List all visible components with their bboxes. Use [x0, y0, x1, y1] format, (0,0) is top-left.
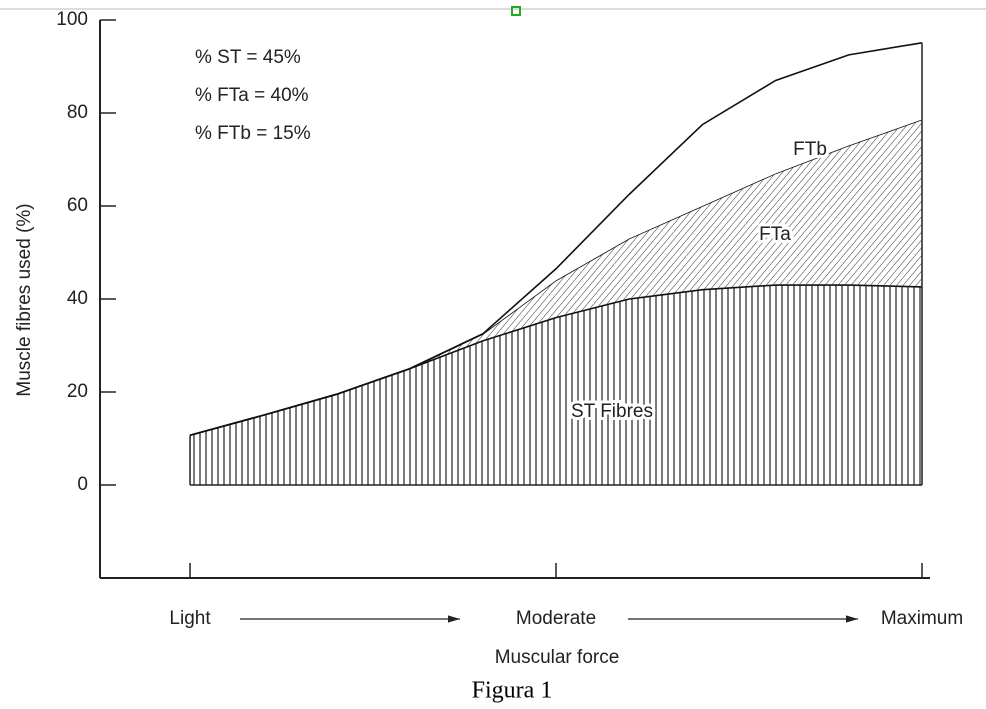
- area-label: FTa: [759, 224, 791, 245]
- y-tick-label: 100: [56, 9, 88, 30]
- caption: Figura 1: [472, 678, 553, 704]
- area-fill: [190, 42, 923, 436]
- annotation: % FTa = 40%: [195, 85, 309, 106]
- marker-square: [511, 6, 521, 16]
- x-tick-label: Maximum: [881, 608, 963, 629]
- annotation: % FTb = 15%: [195, 123, 311, 144]
- y-tick-label: 40: [67, 288, 88, 309]
- area-label: FTb: [793, 139, 827, 160]
- x-tick-label: Light: [169, 608, 211, 629]
- area-line: [189, 41, 923, 437]
- x-axis-label: Muscular force: [495, 647, 620, 668]
- y-tick-label: 0: [77, 474, 88, 495]
- annotation: % ST = 45%: [195, 47, 301, 68]
- area-fill: [190, 285, 923, 485]
- x-tick-label: Moderate: [516, 608, 596, 629]
- y-axis-label: Muscle fibres used (%): [14, 203, 35, 396]
- area-label: ST Fibres: [571, 401, 653, 422]
- y-tick-label: 20: [67, 381, 88, 402]
- y-tick-label: 80: [67, 102, 88, 123]
- area-fill: [190, 119, 923, 436]
- y-tick-label: 60: [67, 195, 88, 216]
- plot: ST Fibres FTa FTb: [189, 41, 923, 486]
